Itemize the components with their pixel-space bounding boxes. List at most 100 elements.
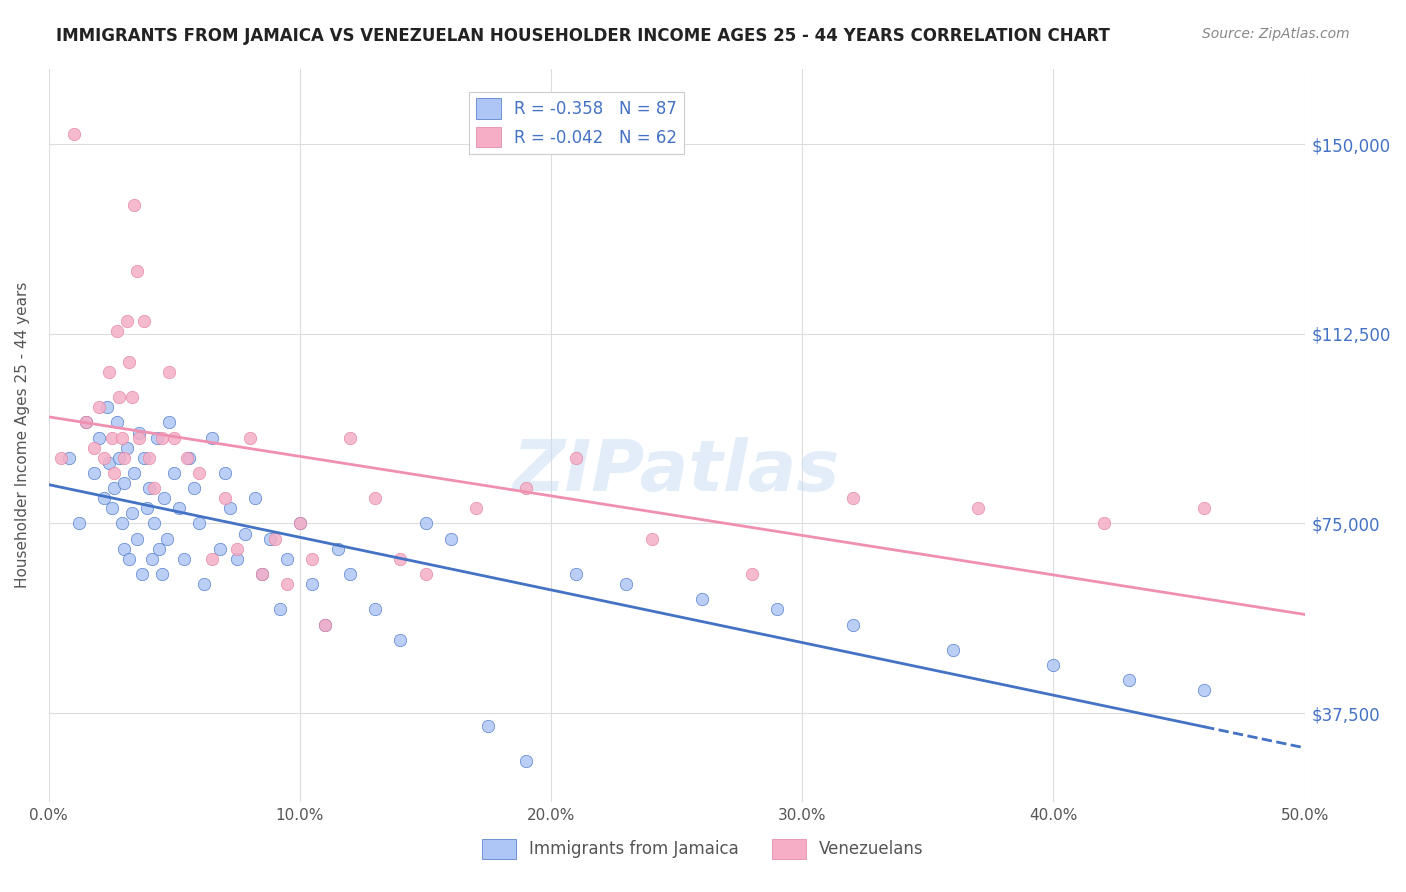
Point <box>226 552 249 566</box>
Point <box>464 501 486 516</box>
Point <box>173 552 195 566</box>
Point <box>239 431 262 445</box>
Point <box>389 552 412 566</box>
Point <box>153 491 176 506</box>
Point <box>276 577 298 591</box>
Text: Source: ZipAtlas.com: Source: ZipAtlas.com <box>1202 27 1350 41</box>
Point <box>103 466 125 480</box>
Point <box>233 526 256 541</box>
Point <box>83 466 105 480</box>
Point <box>138 450 160 465</box>
Point <box>128 425 150 440</box>
Point <box>339 431 361 445</box>
Point <box>63 127 86 141</box>
Point <box>150 431 173 445</box>
Point <box>156 532 179 546</box>
Point <box>75 416 97 430</box>
Point <box>131 567 153 582</box>
Point <box>118 552 141 566</box>
Point <box>208 541 231 556</box>
Text: ZIPatlas: ZIPatlas <box>513 437 841 506</box>
Point <box>93 450 115 465</box>
Point <box>841 491 863 506</box>
Point <box>135 501 157 516</box>
Point <box>105 325 128 339</box>
Point <box>415 567 437 582</box>
Point <box>157 416 180 430</box>
Point <box>640 532 662 546</box>
Point <box>112 450 135 465</box>
Point <box>214 491 236 506</box>
Point <box>276 552 298 566</box>
Point <box>301 577 323 591</box>
Point <box>188 466 211 480</box>
Point <box>218 501 240 516</box>
Point <box>565 450 588 465</box>
Point <box>103 481 125 495</box>
Point <box>214 466 236 480</box>
Point <box>134 450 156 465</box>
Point <box>112 476 135 491</box>
Point <box>288 516 311 531</box>
Point <box>841 617 863 632</box>
Point <box>118 355 141 369</box>
Point <box>121 390 143 404</box>
Point <box>83 441 105 455</box>
Point <box>176 450 198 465</box>
Point <box>98 456 121 470</box>
Point <box>143 481 166 495</box>
Point <box>942 643 965 657</box>
Point <box>226 541 249 556</box>
Point <box>121 507 143 521</box>
Point <box>1192 683 1215 698</box>
Point <box>288 516 311 531</box>
Point <box>326 541 349 556</box>
Point <box>364 602 387 616</box>
Point <box>98 365 121 379</box>
Point <box>1192 501 1215 516</box>
Point <box>51 450 73 465</box>
Point <box>87 401 110 415</box>
Point <box>243 491 266 506</box>
Point <box>690 592 713 607</box>
Y-axis label: Householder Income Ages 25 - 44 years: Householder Income Ages 25 - 44 years <box>15 282 30 588</box>
Point <box>125 264 148 278</box>
Point <box>314 617 336 632</box>
Point <box>87 431 110 445</box>
Point <box>105 416 128 430</box>
Point <box>263 532 285 546</box>
Point <box>163 431 186 445</box>
Point <box>766 602 789 616</box>
Point <box>314 617 336 632</box>
Point <box>201 552 224 566</box>
Point <box>389 632 412 647</box>
Point <box>141 552 163 566</box>
Point <box>125 532 148 546</box>
Text: IMMIGRANTS FROM JAMAICA VS VENEZUELAN HOUSEHOLDER INCOME AGES 25 - 44 YEARS CORR: IMMIGRANTS FROM JAMAICA VS VENEZUELAN HO… <box>56 27 1111 45</box>
Point <box>100 501 122 516</box>
Point <box>179 450 201 465</box>
Point <box>252 567 274 582</box>
Point <box>134 314 156 328</box>
Legend: R = -0.358   N = 87, R = -0.042   N = 62: R = -0.358 N = 87, R = -0.042 N = 62 <box>470 92 683 153</box>
Point <box>193 577 215 591</box>
Point <box>252 567 274 582</box>
Point <box>741 567 763 582</box>
Point <box>616 577 638 591</box>
Point <box>440 532 463 546</box>
Point <box>108 390 131 404</box>
Point <box>259 532 281 546</box>
Point <box>108 450 131 465</box>
Point <box>157 365 180 379</box>
Point <box>1092 516 1115 531</box>
Point <box>565 567 588 582</box>
Point <box>115 441 138 455</box>
Point <box>112 541 135 556</box>
Point <box>100 431 122 445</box>
Point <box>163 466 186 480</box>
Point <box>967 501 990 516</box>
Point <box>122 466 145 480</box>
Point <box>301 552 323 566</box>
Point <box>128 431 150 445</box>
Point <box>169 501 191 516</box>
